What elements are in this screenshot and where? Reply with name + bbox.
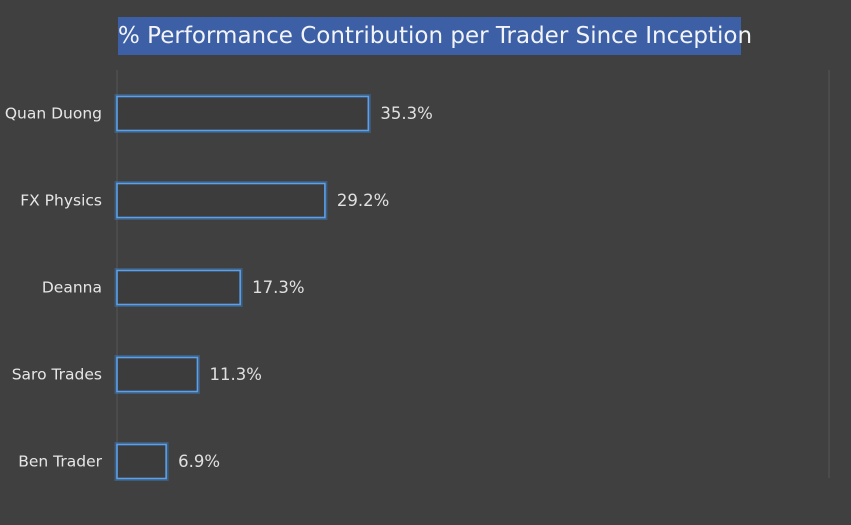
category-label: Ben Trader bbox=[18, 453, 102, 471]
bar bbox=[116, 356, 199, 393]
chart-title: % Performance Contribution per Trader Si… bbox=[118, 17, 752, 55]
bar bbox=[116, 443, 167, 480]
bar bbox=[116, 95, 370, 132]
value-label: 6.9% bbox=[178, 452, 220, 471]
category-label: Quan Duong bbox=[5, 105, 102, 123]
value-label: 11.3% bbox=[209, 365, 261, 384]
category-label: Deanna bbox=[42, 279, 102, 297]
category-label: Saro Trades bbox=[12, 366, 102, 384]
value-label: 17.3% bbox=[252, 278, 304, 297]
category-label: FX Physics bbox=[20, 192, 102, 210]
value-label: 29.2% bbox=[337, 191, 389, 210]
bar bbox=[116, 182, 326, 219]
bar bbox=[116, 269, 241, 306]
value-label: 35.3% bbox=[380, 104, 432, 123]
bars-group: Quan Duong 35.3% FX Physics 29.2% Deanna 17.3… bbox=[5, 94, 433, 481]
